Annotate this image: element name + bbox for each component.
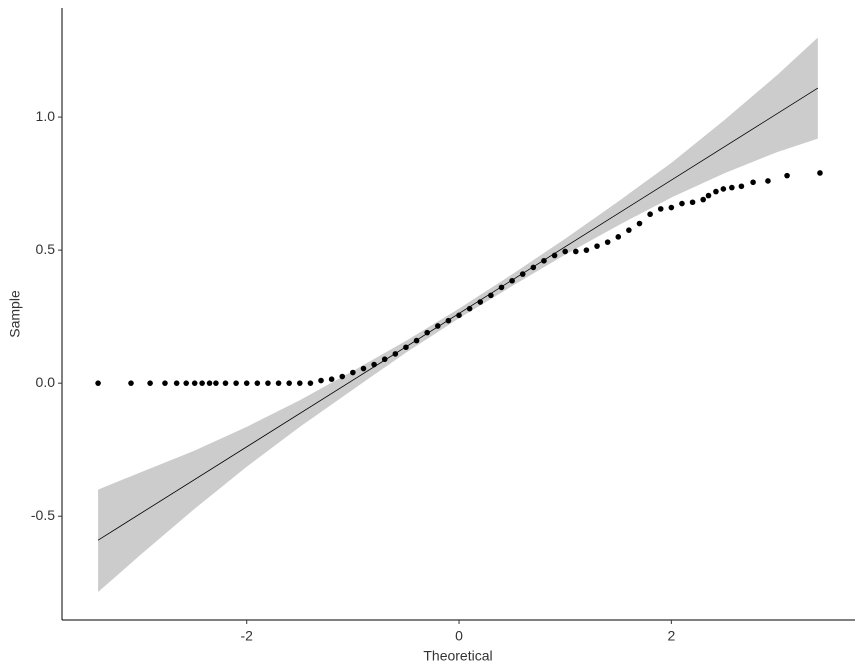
- point: [328, 376, 335, 382]
- point: [784, 172, 790, 179]
- point: [626, 227, 632, 233]
- point: [128, 380, 134, 386]
- point: [339, 373, 346, 380]
- point: [498, 284, 505, 291]
- point: [700, 196, 706, 203]
- point: [233, 380, 239, 386]
- point: [679, 200, 685, 207]
- point: [360, 365, 367, 372]
- point: [604, 239, 611, 245]
- point: [519, 271, 526, 277]
- point: [275, 380, 282, 386]
- x-tick-label: 2: [667, 628, 675, 644]
- point: [488, 292, 494, 299]
- point: [183, 380, 190, 386]
- point: [413, 337, 420, 344]
- point: [392, 351, 399, 357]
- y-tick-label: -0.5: [31, 507, 55, 523]
- point: [147, 380, 153, 386]
- x-tick-label: -2: [240, 628, 253, 644]
- point: [713, 188, 719, 195]
- point: [668, 204, 675, 211]
- point: [729, 184, 735, 191]
- point: [765, 178, 771, 184]
- point: [594, 243, 600, 249]
- point: [424, 329, 430, 336]
- point: [530, 264, 537, 271]
- point: [403, 344, 409, 351]
- x-axis-label: Theoretical: [423, 648, 492, 664]
- point: [199, 380, 205, 386]
- y-tick-label: 1.0: [36, 108, 56, 124]
- point: [296, 380, 303, 386]
- point: [647, 211, 653, 218]
- point: [213, 380, 219, 386]
- point: [95, 380, 101, 386]
- y-tick-label: 0.5: [36, 241, 56, 257]
- point: [615, 234, 622, 240]
- point: [243, 380, 250, 386]
- point: [173, 380, 180, 386]
- point: [371, 361, 377, 368]
- point: [551, 252, 558, 259]
- point: [689, 199, 696, 206]
- point: [750, 179, 756, 186]
- point: [705, 192, 712, 199]
- point: [466, 305, 473, 312]
- point: [434, 323, 441, 329]
- point: [456, 312, 462, 319]
- point: [350, 369, 356, 376]
- point: [657, 206, 664, 212]
- point: [206, 380, 213, 386]
- point: [817, 170, 823, 176]
- point: [541, 257, 547, 264]
- point: [509, 277, 515, 284]
- point: [318, 377, 324, 384]
- point: [583, 247, 590, 253]
- point: [573, 248, 579, 255]
- point: [445, 317, 452, 324]
- y-tick-label: 0.0: [36, 374, 56, 390]
- point: [265, 380, 271, 386]
- point: [286, 380, 292, 386]
- y-axis-label: Sample: [7, 290, 23, 338]
- x-tick-label: 0: [455, 628, 463, 644]
- point: [720, 186, 727, 192]
- point: [738, 183, 745, 190]
- point: [636, 220, 643, 227]
- point: [254, 380, 261, 386]
- point: [477, 299, 484, 305]
- point: [562, 248, 568, 255]
- point: [191, 380, 198, 386]
- point: [307, 380, 314, 386]
- point: [162, 380, 168, 386]
- point: [381, 356, 388, 363]
- point: [222, 380, 229, 386]
